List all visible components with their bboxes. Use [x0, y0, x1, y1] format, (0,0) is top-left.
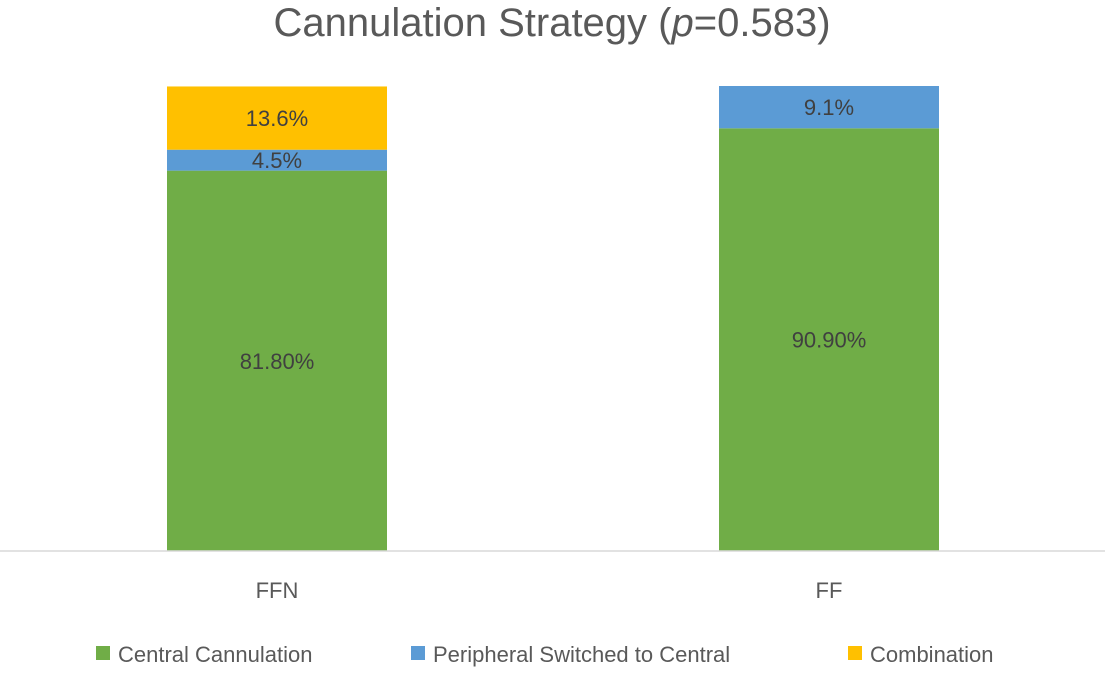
legend-swatch-2: [848, 646, 862, 660]
bar-segment-ffn-series-1: [167, 149, 387, 171]
chart-title: Cannulation Strategy (p=0.583): [273, 1, 830, 45]
legend-item-2: Combination: [848, 642, 994, 667]
legend-swatch-0: [96, 646, 110, 660]
bar-segment-ff-series-0: [719, 128, 939, 551]
legend-item-0: Central Cannulation: [96, 642, 312, 667]
data-label-ffn-series-1: 4.5%: [252, 148, 302, 173]
bar-segment-ff-series-1: [719, 86, 939, 129]
legend: Central Cannulation Peripheral Switched t…: [96, 642, 994, 667]
legend-label-0: Central Cannulation: [118, 642, 312, 667]
bar-segment-ffn-series-2: [167, 86, 387, 150]
data-label-ffn-series-0: 81.80%: [240, 349, 315, 374]
bars-layer: [167, 86, 939, 551]
data-label-ffn-series-2: 13.6%: [246, 106, 308, 131]
x-tick-label-ffn: FFN: [256, 578, 299, 603]
chart-title-suffix: =0.583): [694, 1, 831, 45]
data-label-ff-series-1: 9.1%: [804, 95, 854, 120]
data-labels-layer: 81.80% 4.5% 13.6% 90.90% 9.1%: [240, 95, 867, 374]
legend-swatch-1: [411, 646, 425, 660]
legend-label-2: Combination: [870, 642, 994, 667]
chart-title-p-value-italic: p: [670, 1, 693, 45]
legend-item-1: Peripheral Switched to Central: [411, 642, 730, 667]
x-tick-labels: FFN FF: [256, 578, 843, 603]
data-label-ff-series-0: 90.90%: [792, 328, 867, 353]
chart-title-prefix: Cannulation Strategy (: [273, 1, 672, 45]
x-tick-label-ff: FF: [816, 578, 843, 603]
bar-segment-ffn-series-0: [167, 170, 387, 551]
legend-label-1: Peripheral Switched to Central: [433, 642, 730, 667]
